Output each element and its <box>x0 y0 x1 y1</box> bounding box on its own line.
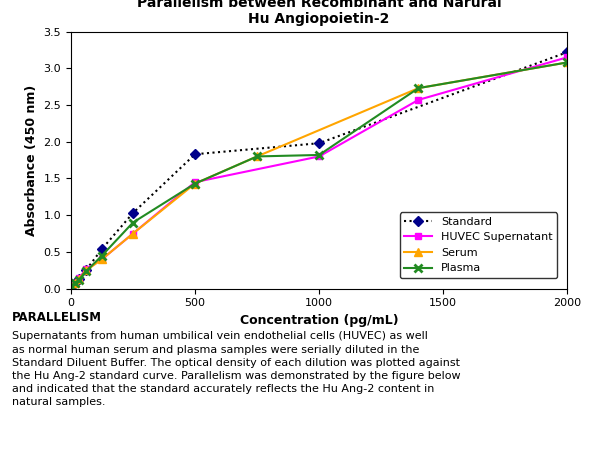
Serum <box>415 85 422 91</box>
HUVEC Supernatant <box>72 280 79 285</box>
HUVEC Supernatant <box>191 179 199 185</box>
HUVEC Supernatant <box>67 283 74 288</box>
Standard <box>316 141 323 146</box>
Standard <box>191 152 199 157</box>
Plasma <box>98 253 106 258</box>
Standard <box>75 276 82 282</box>
Text: PARALLELISM: PARALLELISM <box>12 311 102 324</box>
Plasma <box>83 268 90 274</box>
Y-axis label: Absorbance (450 nm): Absorbance (450 nm) <box>25 84 38 236</box>
Serum <box>254 154 261 159</box>
Standard <box>67 283 74 288</box>
Title: Parallelism between Recombinant and Narural
Hu Angiopoietin-2: Parallelism between Recombinant and Naru… <box>137 0 501 26</box>
HUVEC Supernatant <box>564 55 571 60</box>
Line: HUVEC Supernatant: HUVEC Supernatant <box>67 54 571 289</box>
Serum <box>72 280 79 285</box>
Serum <box>191 181 199 186</box>
Plasma <box>129 220 137 225</box>
HUVEC Supernatant <box>415 97 422 102</box>
HUVEC Supernatant <box>129 231 137 236</box>
HUVEC Supernatant <box>83 266 90 272</box>
Standard <box>564 50 571 55</box>
Line: Serum: Serum <box>67 58 571 290</box>
Serum <box>75 276 82 282</box>
Serum <box>564 60 571 65</box>
HUVEC Supernatant <box>75 276 82 281</box>
Serum <box>98 257 106 262</box>
Line: Standard: Standard <box>67 49 571 289</box>
Plasma <box>72 281 79 286</box>
Standard <box>129 210 137 216</box>
Plasma <box>564 60 571 65</box>
Standard <box>83 267 90 272</box>
HUVEC Supernatant <box>98 257 106 262</box>
Plasma <box>75 277 82 282</box>
Serum <box>129 231 137 236</box>
Line: Plasma: Plasma <box>67 58 571 290</box>
HUVEC Supernatant <box>316 154 323 159</box>
Plasma <box>67 283 74 288</box>
Plasma <box>191 181 199 186</box>
Text: Supernatants from human umbilical vein endothelial cells (HUVEC) as well
as norm: Supernatants from human umbilical vein e… <box>12 331 460 408</box>
Serum <box>67 283 74 288</box>
Plasma <box>254 154 261 159</box>
Serum <box>83 267 90 273</box>
Plasma <box>415 85 422 91</box>
Plasma <box>316 152 323 158</box>
X-axis label: Concentration (pg/mL): Concentration (pg/mL) <box>240 314 398 327</box>
Standard <box>98 246 106 252</box>
Standard <box>72 280 79 285</box>
Legend: Standard, HUVEC Supernatant, Serum, Plasma: Standard, HUVEC Supernatant, Serum, Plas… <box>400 212 557 278</box>
